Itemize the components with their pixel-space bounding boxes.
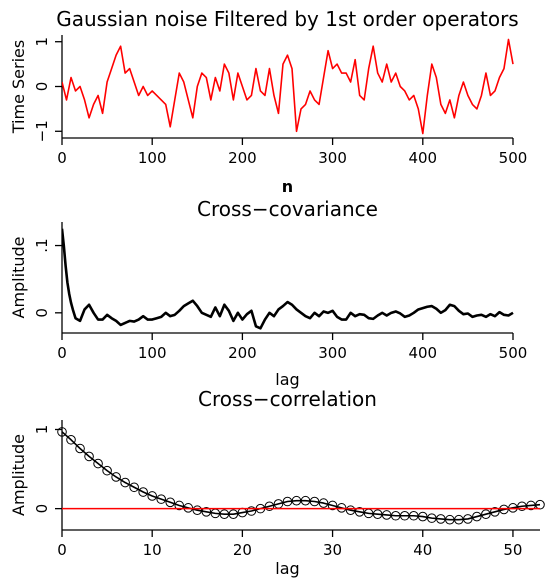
- data-point: [327, 500, 338, 511]
- y-tick-label: 0: [33, 504, 51, 514]
- series-line-1: [62, 38, 514, 135]
- data-point: [129, 482, 139, 493]
- data-point: [264, 501, 275, 512]
- x-axis-label: n: [282, 177, 293, 196]
- x-tick-label: 0: [57, 344, 67, 362]
- data-point: [345, 505, 356, 516]
- y-tick-label: 0: [33, 308, 51, 318]
- x-tick-label: 500: [499, 344, 528, 362]
- y-tick-label: −1: [33, 120, 51, 142]
- data-point: [490, 506, 500, 517]
- series-line-1: [62, 228, 514, 330]
- x-tick-label: 30: [323, 541, 342, 559]
- data-point: [174, 500, 185, 511]
- x-tick-label: 50: [503, 541, 522, 559]
- data-point: [138, 487, 148, 497]
- x-tick-label: 100: [138, 149, 167, 167]
- y-tick-label: 1: [33, 425, 51, 435]
- y-axis-label: Amplitude: [9, 237, 28, 319]
- x-tick-label: 200: [228, 149, 257, 167]
- data-point: [463, 514, 473, 524]
- data-point: [472, 511, 482, 522]
- data-point: [318, 498, 329, 508]
- data-point: [156, 494, 167, 504]
- chart-title: Cross−correlation: [198, 387, 377, 411]
- x-tick-label: 20: [233, 541, 252, 559]
- y-tick-label: 0: [33, 82, 51, 92]
- x-tick-label: 500: [499, 149, 528, 167]
- y-tick-label: .1: [33, 238, 51, 252]
- x-tick-label: 300: [318, 344, 347, 362]
- data-point: [228, 509, 239, 519]
- data-point: [417, 511, 428, 522]
- data-point: [246, 506, 257, 516]
- data-point: [481, 509, 491, 519]
- data-point: [120, 477, 130, 488]
- x-tick-label: 400: [408, 149, 437, 167]
- data-point: [165, 497, 176, 508]
- x-tick-label: 300: [318, 149, 347, 167]
- data-point: [354, 506, 365, 517]
- data-point: [84, 451, 94, 462]
- y-tick-label: 1: [33, 37, 51, 47]
- x-tick-label: 400: [408, 344, 437, 362]
- chart-panel-3: Cross−correlation 0 10 20 30 40 50 0 1 lag Amplitu…: [9, 387, 545, 578]
- x-axis-label: lag: [275, 370, 299, 389]
- data-point: [309, 496, 320, 507]
- chart-panel-1: Gaussian noise Filtered by 1st order ope…: [9, 7, 527, 196]
- data-point: [66, 434, 76, 445]
- data-point: [57, 427, 67, 437]
- data-point: [201, 506, 212, 517]
- x-tick-label: 200: [228, 344, 257, 362]
- data-point: [192, 505, 203, 516]
- x-tick-label: 0: [57, 541, 67, 559]
- chart-panel-2: Cross−covariance 0 100 200 300 400 500 0 .1 lag Am…: [9, 197, 527, 389]
- data-point: [102, 465, 112, 476]
- data-point: [93, 458, 103, 469]
- chart-title: Cross−covariance: [197, 197, 378, 221]
- series-line-1: [62, 431, 541, 521]
- x-tick-label: 40: [413, 541, 432, 559]
- x-axis-label: lag: [275, 559, 299, 578]
- x-tick-label: 100: [138, 344, 167, 362]
- y-axis-label: Time Series: [9, 40, 28, 134]
- x-tick-label: 10: [143, 541, 162, 559]
- data-point: [147, 491, 157, 501]
- chart-title: Gaussian noise Filtered by 1st order ope…: [56, 7, 518, 31]
- x-tick-label: 0: [57, 149, 67, 167]
- y-axis-label: Amplitude: [9, 434, 28, 516]
- data-point: [75, 443, 85, 454]
- data-point: [111, 472, 121, 482]
